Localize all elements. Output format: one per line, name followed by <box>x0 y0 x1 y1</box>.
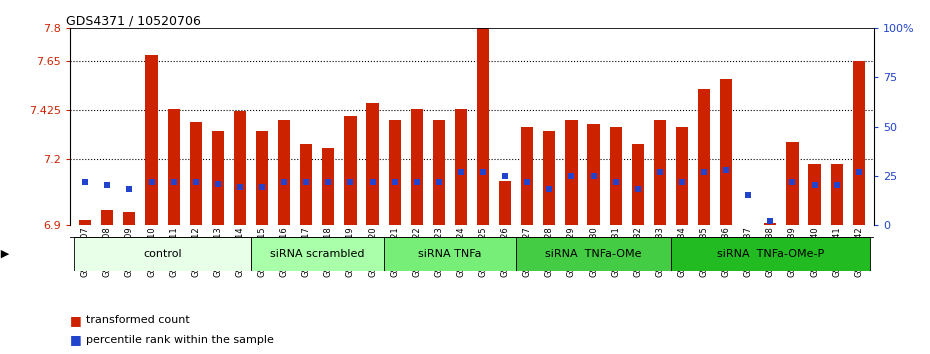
Bar <box>411 109 423 225</box>
Point <box>210 181 225 186</box>
Bar <box>455 109 467 225</box>
Bar <box>609 127 621 225</box>
Point <box>277 179 292 184</box>
Bar <box>720 79 732 225</box>
Point <box>807 183 822 188</box>
Bar <box>101 210 113 225</box>
Point <box>697 169 711 175</box>
Point <box>409 179 424 184</box>
Bar <box>698 90 711 225</box>
Point <box>785 179 800 184</box>
Point <box>454 169 469 175</box>
Bar <box>212 131 224 225</box>
Bar <box>124 212 136 225</box>
Bar <box>676 127 688 225</box>
Point <box>520 179 535 184</box>
Point <box>122 187 137 192</box>
Bar <box>389 120 401 225</box>
Bar <box>499 181 512 225</box>
Bar <box>787 142 799 225</box>
Bar <box>654 120 666 225</box>
Text: ■: ■ <box>70 314 82 327</box>
Bar <box>565 120 578 225</box>
Point <box>188 179 203 184</box>
Text: GDS4371 / 10520706: GDS4371 / 10520706 <box>66 14 201 27</box>
Bar <box>543 131 555 225</box>
Point <box>166 179 181 184</box>
Point <box>78 179 93 184</box>
Bar <box>631 144 644 225</box>
Bar <box>432 120 445 225</box>
Text: transformed count: transformed count <box>86 315 191 325</box>
Bar <box>671 237 870 271</box>
Point <box>232 185 247 190</box>
Text: siRNA scrambled: siRNA scrambled <box>270 249 365 259</box>
Point <box>475 169 490 175</box>
Bar <box>588 124 600 225</box>
Text: siRNA  TNFa-OMe: siRNA TNFa-OMe <box>545 249 642 259</box>
Bar <box>764 223 777 225</box>
Bar <box>477 28 489 225</box>
Bar <box>79 221 91 225</box>
Point <box>564 173 578 178</box>
Point <box>432 179 446 184</box>
Text: siRNA TNFa: siRNA TNFa <box>418 249 482 259</box>
Point <box>100 183 114 188</box>
Point <box>321 179 336 184</box>
Point <box>631 187 645 192</box>
Point <box>851 169 866 175</box>
Point <box>255 185 270 190</box>
Point <box>387 179 402 184</box>
Point <box>719 167 734 173</box>
Bar <box>516 237 671 271</box>
Text: ■: ■ <box>70 333 82 346</box>
Point <box>498 173 512 178</box>
Point <box>674 179 689 184</box>
Point <box>741 193 756 198</box>
Point <box>830 183 844 188</box>
Bar <box>344 116 356 225</box>
Point <box>763 218 777 224</box>
Bar <box>830 164 843 225</box>
Bar <box>278 120 290 225</box>
Bar <box>233 111 246 225</box>
Bar <box>383 237 516 271</box>
Text: control: control <box>143 249 182 259</box>
Bar <box>323 148 335 225</box>
Bar <box>251 237 383 271</box>
Bar <box>521 127 533 225</box>
Bar <box>145 55 157 225</box>
Bar <box>256 131 268 225</box>
Bar <box>808 164 820 225</box>
Text: percentile rank within the sample: percentile rank within the sample <box>86 335 274 345</box>
Bar <box>190 122 202 225</box>
Point <box>586 173 601 178</box>
Bar <box>74 237 251 271</box>
Point <box>365 179 380 184</box>
Point <box>299 179 313 184</box>
Point <box>542 187 557 192</box>
Text: protocol ▶: protocol ▶ <box>0 249 9 259</box>
Point <box>652 169 667 175</box>
Bar <box>300 144 312 225</box>
Bar <box>167 109 179 225</box>
Bar <box>853 61 865 225</box>
Point <box>144 179 159 184</box>
Text: siRNA  TNFa-OMe-P: siRNA TNFa-OMe-P <box>717 249 824 259</box>
Point <box>343 179 358 184</box>
Point <box>608 179 623 184</box>
Bar <box>366 103 379 225</box>
